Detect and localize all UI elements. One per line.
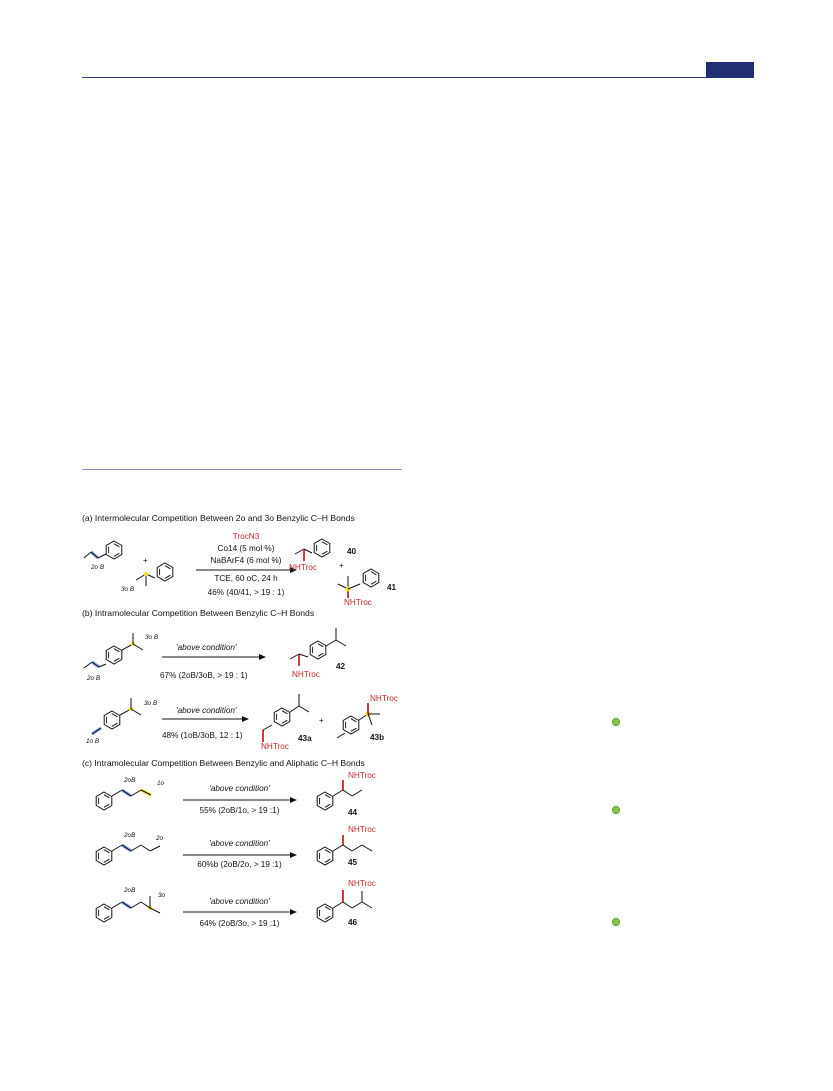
section-a-heading: (a) Intermolecular Competition Between 2… — [82, 513, 355, 523]
above-condition-c1: 'above condition' — [209, 784, 270, 793]
product-42-structure — [289, 628, 347, 666]
4-isopropyl-toluene-structure — [91, 698, 142, 736]
additive-nabarf4: NaBArF4 (6 mol %) — [210, 556, 282, 565]
yield-c3: 64% (2oB/3o, > 19 :1) — [199, 919, 280, 928]
nhtroc-45: NHTroc — [348, 825, 376, 834]
isopentylbenzene-structure — [95, 896, 161, 923]
compound-45-label: 45 — [348, 858, 358, 867]
c3-label-3: 3o — [158, 892, 166, 899]
compound-46-label: 46 — [348, 918, 358, 927]
label-3b-row2: 3o B — [144, 700, 158, 707]
nhtroc-46: NHTroc — [348, 879, 376, 888]
section-b-heading: (b) Intramolecular Competition Between B… — [82, 608, 315, 618]
pentylbenzene-structure — [95, 843, 161, 866]
nhtroc-44: NHTroc — [348, 771, 376, 780]
compound-40-label: 40 — [347, 547, 357, 556]
label-3b: 3o B — [121, 586, 135, 593]
c1-label-2b: 2oB — [124, 777, 136, 784]
label-2b: 2o B — [91, 564, 105, 571]
c2-label-2: 2o — [156, 835, 164, 842]
product-45-structure — [316, 835, 373, 866]
compound-44-label: 44 — [348, 808, 358, 817]
yield-c1: 55% (2oB/1o, > 19 :1) — [199, 806, 280, 815]
4-isopropyl-ethylbenzene-structure — [83, 633, 144, 669]
above-condition-c2: 'above condition' — [209, 839, 270, 848]
nhtroc-42: NHTroc — [292, 670, 320, 679]
nhtroc-43b: NHTroc — [370, 694, 398, 703]
above-condition-c3: 'above condition' — [209, 897, 270, 906]
label-1b: 1o B — [86, 738, 100, 745]
product-44-structure — [316, 780, 363, 811]
ethylbenzene-structure — [83, 540, 123, 560]
yield-c2: 60%b (2oB/2o, > 19 :1) — [197, 860, 282, 869]
catalyst-co14: Co14 (5 mol %) — [217, 544, 275, 553]
c1-label-1: 1o — [157, 780, 165, 787]
annotation-marker-1[interactable] — [612, 718, 620, 726]
annotation-marker-2[interactable] — [612, 806, 620, 814]
yield-b2: 48% (1oB/3oB, 12 : 1) — [162, 731, 243, 740]
header-rule — [82, 77, 754, 78]
compound-43a-label: 43a — [298, 734, 312, 743]
section-c-heading: (c) Intramolecular Competition Between B… — [82, 758, 365, 768]
above-condition-b2: 'above condition' — [176, 706, 237, 715]
yield-text: 46% (40/41, > 19 : 1) — [207, 588, 285, 597]
above-condition-b1: 'above condition' — [176, 643, 237, 652]
nhtroc-41: NHTroc — [344, 598, 372, 607]
section-divider — [82, 469, 402, 470]
page-tab-marker — [706, 62, 754, 78]
conditions-text: TCE, 60 oC, 24 h — [214, 574, 278, 583]
nhtroc-40: NHTroc — [289, 563, 317, 572]
compound-43b-label: 43b — [370, 733, 385, 742]
c3-label-2b: 2oB — [124, 887, 136, 894]
product-40-structure — [294, 538, 331, 561]
label-2b-row1: 2o B — [87, 675, 101, 682]
c2-label-2b: 2oB — [124, 832, 136, 839]
compound-42-label: 42 — [336, 662, 346, 671]
cumene-structure — [135, 562, 174, 586]
product-43b-structure — [336, 703, 380, 739]
plus-sign: + — [143, 556, 148, 565]
compound-41-label: 41 — [387, 583, 397, 592]
butylbenzene-structure — [95, 788, 152, 811]
annotation-marker-3[interactable] — [612, 918, 620, 926]
product-43a-structure — [262, 694, 310, 742]
plus-sign-products: + — [339, 561, 344, 570]
nhtroc-43a: NHTroc — [261, 742, 289, 751]
label-3b-row1: 3o B — [145, 634, 159, 641]
yield-b1: 67% (2oB/3oB, > 19 : 1) — [160, 671, 248, 680]
reagent-trocn3: TrocN3 — [232, 532, 260, 541]
product-46-structure — [316, 890, 373, 923]
plus-sign-b: + — [319, 716, 324, 725]
product-41-structure — [337, 568, 380, 598]
